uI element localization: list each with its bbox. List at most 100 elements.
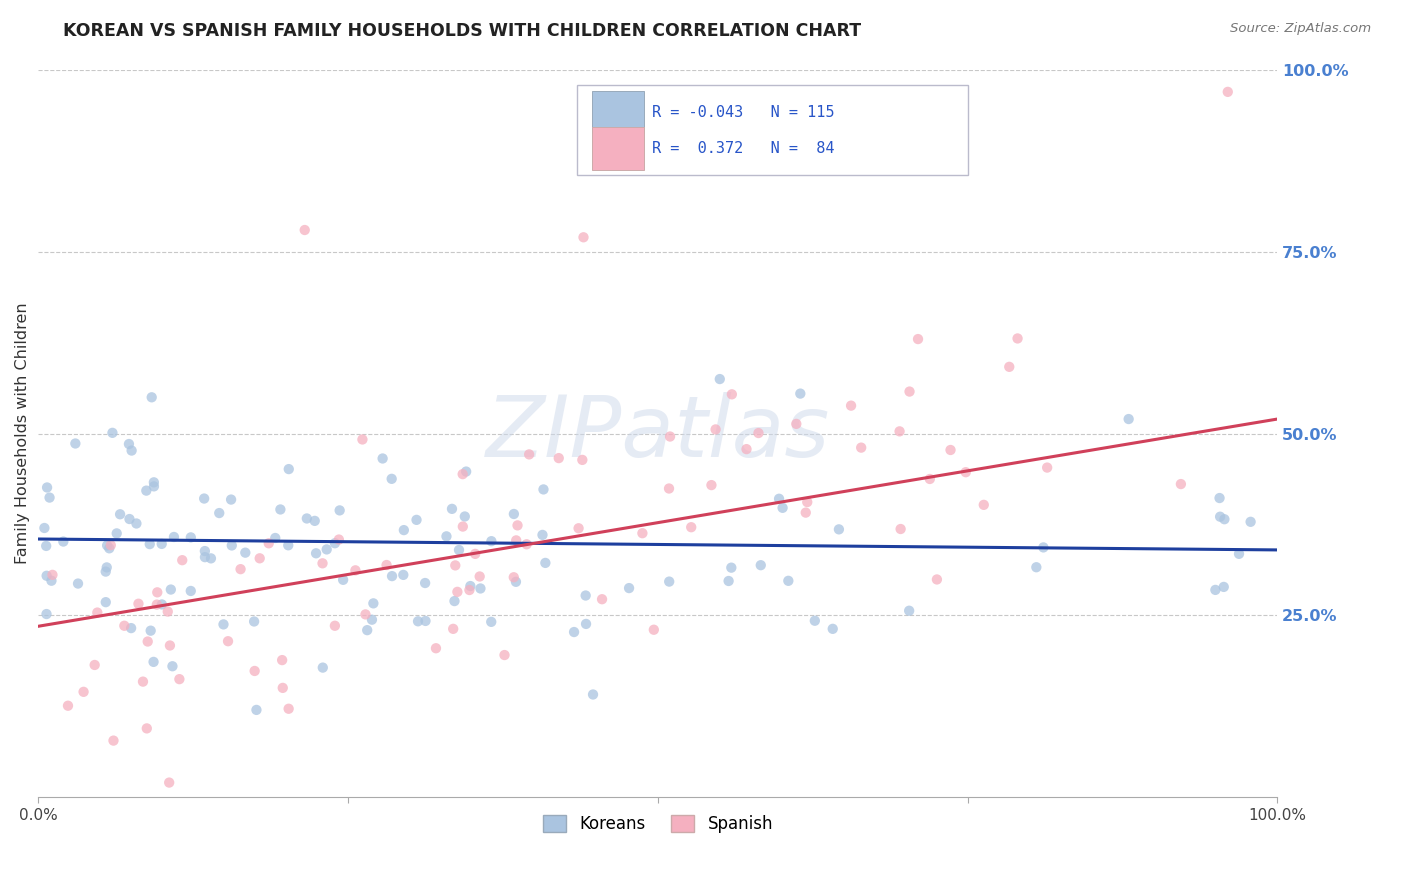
- Point: [443, 594, 465, 608]
- Point: [159, 639, 181, 653]
- Point: [103, 733, 125, 747]
- Point: [120, 621, 142, 635]
- Point: [720, 560, 742, 574]
- Point: [344, 563, 367, 577]
- Point: [127, 597, 149, 611]
- Point: [65, 436, 87, 450]
- Point: [352, 433, 374, 447]
- Point: [34, 521, 56, 535]
- Point: [456, 465, 478, 479]
- Text: R =  0.372   N =  84: R = 0.372 N = 84: [651, 141, 834, 156]
- Point: [264, 531, 287, 545]
- Point: [35, 568, 58, 582]
- Point: [658, 482, 681, 496]
- Point: [328, 533, 350, 547]
- Point: [451, 467, 474, 482]
- Point: [146, 585, 169, 599]
- Point: [436, 529, 458, 543]
- Point: [271, 653, 294, 667]
- Point: [717, 574, 740, 588]
- Point: [118, 437, 141, 451]
- Point: [582, 688, 605, 702]
- Point: [100, 538, 122, 552]
- Point: [1025, 560, 1047, 574]
- Point: [516, 537, 538, 551]
- Point: [96, 560, 118, 574]
- Point: [219, 492, 242, 507]
- Point: [193, 491, 215, 506]
- Point: [631, 526, 654, 541]
- Point: [229, 562, 252, 576]
- Point: [371, 451, 394, 466]
- Point: [413, 576, 436, 591]
- Point: [454, 509, 477, 524]
- Point: [1208, 491, 1230, 505]
- Point: [323, 536, 346, 550]
- Point: [269, 502, 291, 516]
- Point: [502, 570, 524, 584]
- Point: [747, 425, 769, 440]
- Point: [243, 664, 266, 678]
- Point: [547, 451, 569, 466]
- Point: [973, 498, 995, 512]
- Point: [721, 387, 744, 401]
- Point: [441, 622, 464, 636]
- Point: [163, 530, 186, 544]
- Point: [591, 592, 613, 607]
- Point: [772, 500, 794, 515]
- Point: [101, 425, 124, 440]
- Point: [821, 622, 844, 636]
- Point: [939, 442, 962, 457]
- Point: [150, 598, 173, 612]
- Point: [568, 521, 591, 535]
- Point: [534, 556, 557, 570]
- Point: [898, 384, 921, 399]
- Point: [1007, 331, 1029, 345]
- Point: [194, 550, 217, 565]
- Point: [277, 462, 299, 476]
- Point: [52, 534, 75, 549]
- Point: [479, 615, 502, 629]
- Point: [1209, 509, 1232, 524]
- Text: Source: ZipAtlas.com: Source: ZipAtlas.com: [1230, 22, 1371, 36]
- Point: [898, 604, 921, 618]
- Point: [243, 615, 266, 629]
- Point: [41, 574, 63, 588]
- Point: [392, 523, 415, 537]
- Point: [208, 506, 231, 520]
- Point: [35, 607, 58, 621]
- Point: [315, 542, 337, 557]
- Point: [194, 544, 217, 558]
- Point: [1118, 412, 1140, 426]
- Point: [118, 512, 141, 526]
- Point: [925, 573, 948, 587]
- Point: [142, 479, 165, 493]
- Text: R = -0.043   N = 115: R = -0.043 N = 115: [651, 104, 834, 120]
- Point: [1204, 582, 1226, 597]
- FancyBboxPatch shape: [592, 91, 644, 133]
- Point: [157, 775, 180, 789]
- Point: [295, 511, 318, 525]
- Point: [257, 536, 280, 550]
- Point: [531, 528, 554, 542]
- Y-axis label: Family Households with Children: Family Households with Children: [15, 302, 30, 565]
- Point: [221, 539, 243, 553]
- Point: [451, 519, 474, 533]
- Point: [96, 538, 118, 552]
- Point: [643, 623, 665, 637]
- Point: [709, 372, 731, 386]
- Point: [159, 582, 181, 597]
- Point: [468, 569, 491, 583]
- Point: [180, 584, 202, 599]
- Point: [505, 533, 527, 548]
- Point: [446, 585, 468, 599]
- Point: [142, 655, 165, 669]
- Point: [311, 557, 333, 571]
- Point: [112, 619, 135, 633]
- Point: [375, 558, 398, 572]
- Point: [1227, 547, 1250, 561]
- Point: [83, 657, 105, 672]
- Point: [502, 507, 524, 521]
- Text: ZIPatlas: ZIPatlas: [485, 392, 830, 475]
- Point: [794, 506, 817, 520]
